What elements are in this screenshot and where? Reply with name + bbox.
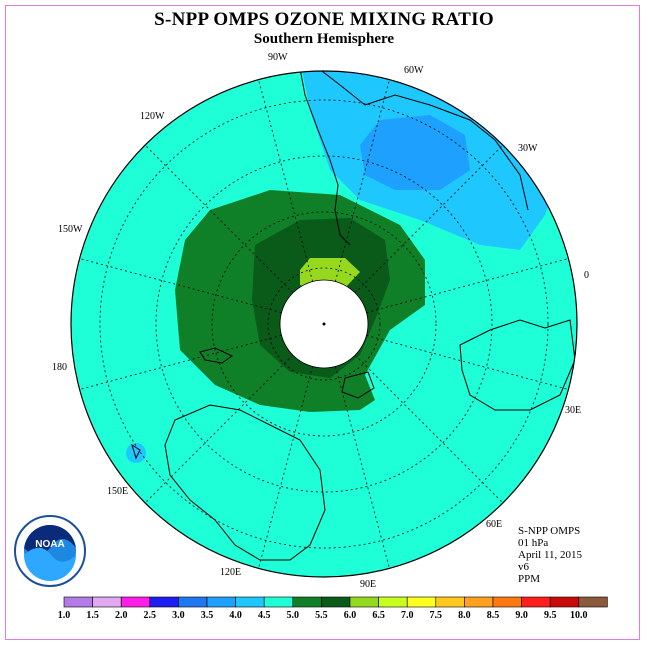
colorbar-tick-label: 3.5 [201,610,214,621]
colorbar-box [149,596,179,608]
colorbar-tick-label: 6.5 [372,610,385,621]
colorbar-tick-label: 3.0 [172,610,185,621]
lon-label-60e: 60E [486,519,502,530]
colorbar-box [492,596,522,608]
colorbar-box [178,596,208,608]
info-version: v6 [518,561,529,573]
colorbar-box [235,596,265,608]
colorbar-tick-label: 5.0 [287,610,300,621]
colorbar-tick-label: 8.0 [458,610,471,621]
coastlines [131,71,576,561]
south-pole-marker [322,322,326,326]
colorbar-box [349,596,379,608]
colorbar-box [406,596,437,608]
colorbar-boxes [63,596,608,608]
lon-label-150e: 150E [107,486,128,497]
colorbar-box [120,596,151,608]
colorbar-box [435,596,465,608]
colorbar-box [63,596,93,608]
lon-label-180: 180 [52,362,67,373]
colorbar-tick-label: 8.5 [487,610,500,621]
colorbar-box [92,596,122,608]
ozone-region-3.5 [360,115,470,190]
info-level: 01 hPa [518,537,549,549]
colorbar-box [549,596,580,608]
noaa-logo: NOAA [14,515,86,587]
map-title: S-NPP OMPS OZONE MIXING RATIO [154,9,494,30]
colorbar-tick-label: 9.0 [515,610,528,621]
colorbar-tick-label: 1.5 [86,610,99,621]
info-product: S-NPP OMPS [518,525,581,537]
lon-label-90w: 90W [268,52,288,63]
latitude-circles [99,99,549,549]
colorbar-tick-label: 6.0 [344,610,357,621]
colorbar-tick-label: 5.5 [315,610,328,621]
colorbar-tick-label: 2.5 [144,610,157,621]
map-subtitle: Southern Hemisphere [253,31,395,47]
lon-label-0: 0 [584,270,589,281]
colorbar-box [321,596,351,608]
colorbar-tick-label: 4.5 [258,610,271,621]
colorbar-box [263,596,294,608]
noaa-logo-text: NOAA [35,539,64,550]
colorbar-tick-label: 7.5 [430,610,443,621]
colorbar-tick-label: 2.0 [115,610,128,621]
colorbar-labels: 1.0 1.5 2.0 2.5 3.0 3.5 4.0 4.5 5.0 5.5 6.0 6.5 7.0 7… [58,610,588,621]
colorbar-box [521,596,551,608]
colorbar-box [378,596,408,608]
colorbar-tick-label: 4.0 [229,610,242,621]
colorbar-tick-label: 7.0 [401,610,414,621]
ozone-region-4.0-patch [126,443,146,463]
colorbar-tick-label: 10.0 [570,610,588,621]
lon-label-120w: 120W [140,111,165,122]
colorbar-tick-label: 1.0 [58,610,71,621]
colorbar-box [206,596,236,608]
figure-frame [5,5,640,640]
colorbar-tick-label: 9.5 [544,610,557,621]
colorbar-box [578,596,608,608]
colorbar-box [464,596,494,608]
lon-label-150w: 150W [58,224,83,235]
lon-label-30e: 30E [565,405,581,416]
info-date: April 11, 2015 [518,549,583,561]
info-unit: PPM [518,573,541,585]
colorbar-box [292,596,322,608]
lon-label-90e: 90E [360,579,376,590]
lon-label-60w: 60W [404,65,424,76]
lon-label-30w: 30W [518,143,538,154]
map-boundary [70,70,578,578]
lon-label-120e: 120E [220,567,241,578]
